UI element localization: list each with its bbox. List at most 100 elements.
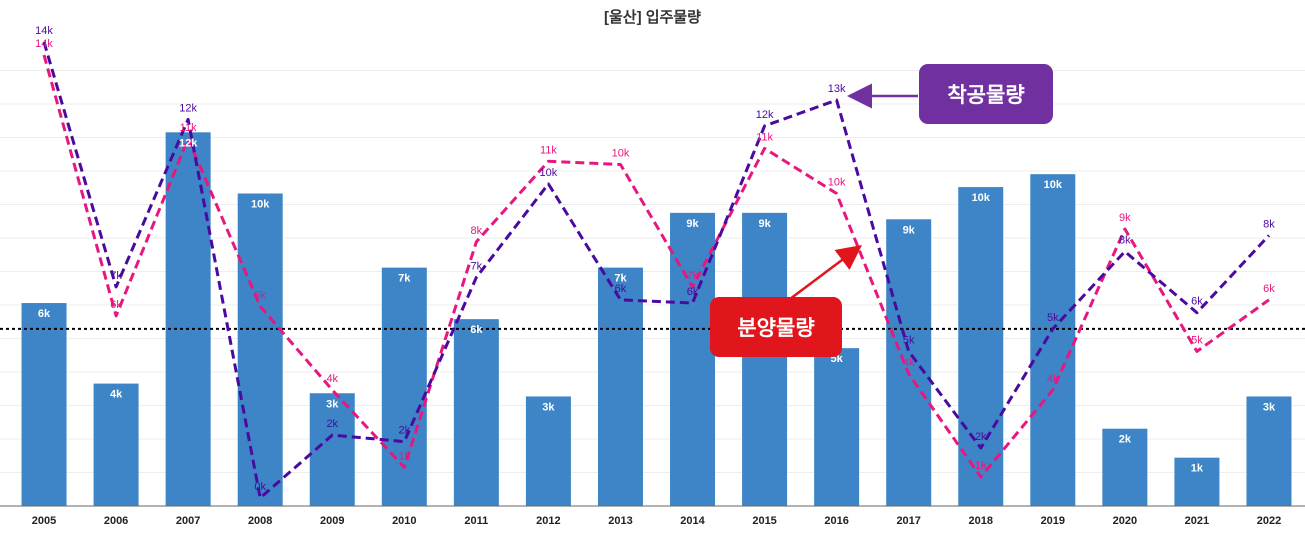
line-label-2-2012: 10k: [540, 167, 558, 179]
x-tick-2006: 2006: [104, 515, 128, 527]
line-label-2-2010: 2k: [398, 425, 410, 437]
bar-label-2007: 12k: [179, 137, 198, 149]
line-label-1-2012: 11k: [540, 144, 557, 156]
bar-label-2006: 4k: [110, 389, 123, 401]
line-label-1-2014: 7k: [687, 270, 699, 282]
line-label-2-2013: 6k: [615, 283, 627, 295]
line-label-1-2005: 14k: [35, 38, 53, 50]
line-series-2: [42, 41, 1271, 500]
bar-2005: [21, 303, 67, 506]
x-tick-2021: 2021: [1185, 515, 1209, 527]
line-label-2-2016: 13k: [828, 83, 846, 95]
x-tick-2015: 2015: [752, 515, 776, 527]
line-label-1-2021: 5k: [1191, 334, 1203, 346]
x-axis: 2005 2006 2007 2008 2009 2010 2011 2012 2013 2014…: [0, 505, 1305, 527]
line-label-1-2008: 6k: [254, 289, 266, 301]
bar-2021: [1174, 457, 1220, 506]
x-tick-2014: 2014: [680, 515, 705, 527]
line-label-2-2011: 7k: [471, 260, 483, 272]
bar-2022: [1246, 396, 1292, 506]
x-tick-2010: 2010: [392, 515, 416, 527]
x-tick-2009: 2009: [320, 515, 344, 527]
bar-2016: [814, 348, 860, 506]
bar-label-2017: 9k: [903, 224, 916, 236]
bar-2017: [886, 219, 932, 507]
bar-2018: [958, 187, 1004, 507]
x-tick-2019: 2019: [1041, 515, 1065, 527]
line-label-2-2019: 5k: [1047, 312, 1059, 324]
bar-2010: [381, 267, 427, 506]
grid-lines: [0, 70, 1305, 507]
line-label-2-2005: 14k: [35, 25, 53, 37]
bar-label-2015: 9k: [758, 218, 771, 230]
bar-2007: [165, 132, 211, 507]
bar-label-2018: 10k: [972, 192, 991, 204]
callout-arrows: [789, 83, 918, 300]
bar-label-2014: 9k: [686, 218, 699, 230]
line-label-1-2022: 6k: [1263, 283, 1275, 295]
line-label-1-2015: 11k: [756, 131, 773, 143]
line-label-2-2007: 12k: [179, 102, 197, 114]
bar-label-2011: 6k: [470, 324, 483, 336]
chart-title: [울산] 입주물량: [604, 9, 701, 26]
line-label-2-2022: 8k: [1263, 218, 1275, 230]
bar-2015: [742, 212, 788, 506]
bar-label-2008: 10k: [251, 199, 270, 211]
line-label-1-2010: 1k: [398, 450, 410, 462]
bar-label-2019: 10k: [1044, 179, 1063, 191]
bar-2014: [670, 212, 716, 506]
x-tick-2018: 2018: [969, 515, 993, 527]
line-label-1-2013: 10k: [612, 148, 630, 160]
line-label-1-2007: 11k: [180, 122, 197, 134]
bar-2012: [525, 396, 571, 506]
line-label-1-2019: 4k: [1047, 373, 1059, 385]
x-tick-2005: 2005: [32, 515, 56, 527]
line-label-2-2006: 7k: [110, 270, 122, 282]
bar-2008: [237, 193, 283, 506]
bar-label-2010: 7k: [398, 273, 411, 285]
line-label-1-2009: 4k: [326, 373, 338, 385]
bar-2019: [1030, 174, 1076, 506]
line-label-1-2016: 10k: [828, 177, 846, 189]
line-label-2-2015: 12k: [756, 109, 774, 121]
bar-label-2020: 2k: [1119, 434, 1132, 446]
line-label-2-2014: 6k: [687, 286, 699, 298]
x-tick-2012: 2012: [536, 515, 560, 527]
line-label-2-2018: 2k: [975, 431, 987, 443]
line-series: [42, 41, 1271, 500]
line-label-1-2017: 4k: [903, 357, 915, 369]
line-label-1-2011: 8k: [471, 225, 483, 237]
x-tick-2020: 2020: [1113, 515, 1137, 527]
line-label-2-2020: 8k: [1119, 235, 1131, 247]
line-label-2-2017: 5k: [903, 334, 915, 346]
bar-2011: [453, 319, 499, 506]
callout-sale-volume: 분양물량: [710, 297, 842, 357]
x-tick-2007: 2007: [176, 515, 200, 527]
bar-label-2021: 1k: [1191, 463, 1204, 475]
callout-start-volume: 착공물량: [919, 64, 1053, 124]
x-tick-2013: 2013: [608, 515, 632, 527]
x-tick-2016: 2016: [824, 515, 848, 527]
bar-2013: [597, 267, 643, 506]
bar-label-2013: 7k: [614, 273, 627, 285]
bar-label-2005: 6k: [38, 308, 51, 320]
line-label-2-2009: 2k: [326, 418, 338, 430]
bar-label-2009: 3k: [326, 398, 339, 410]
bar-label-2022: 3k: [1263, 401, 1276, 413]
bar-2020: [1102, 428, 1148, 506]
x-tick-2008: 2008: [248, 515, 272, 527]
line-label-1-2018: 1k: [975, 460, 987, 472]
bar-label-2012: 3k: [542, 401, 555, 413]
line-label-2-2008: 0k: [254, 481, 266, 493]
line-series-1: [42, 54, 1270, 479]
line-label-1-2020: 9k: [1119, 212, 1131, 224]
callout-sale-arrow: [789, 245, 862, 300]
x-tick-2017: 2017: [896, 515, 920, 527]
x-tick-2022: 2022: [1257, 515, 1281, 527]
line-label-1-2006: 6k: [110, 299, 122, 311]
line-label-2-2021: 6k: [1191, 296, 1203, 308]
bar-series: [21, 132, 1292, 507]
x-tick-2011: 2011: [464, 515, 488, 527]
